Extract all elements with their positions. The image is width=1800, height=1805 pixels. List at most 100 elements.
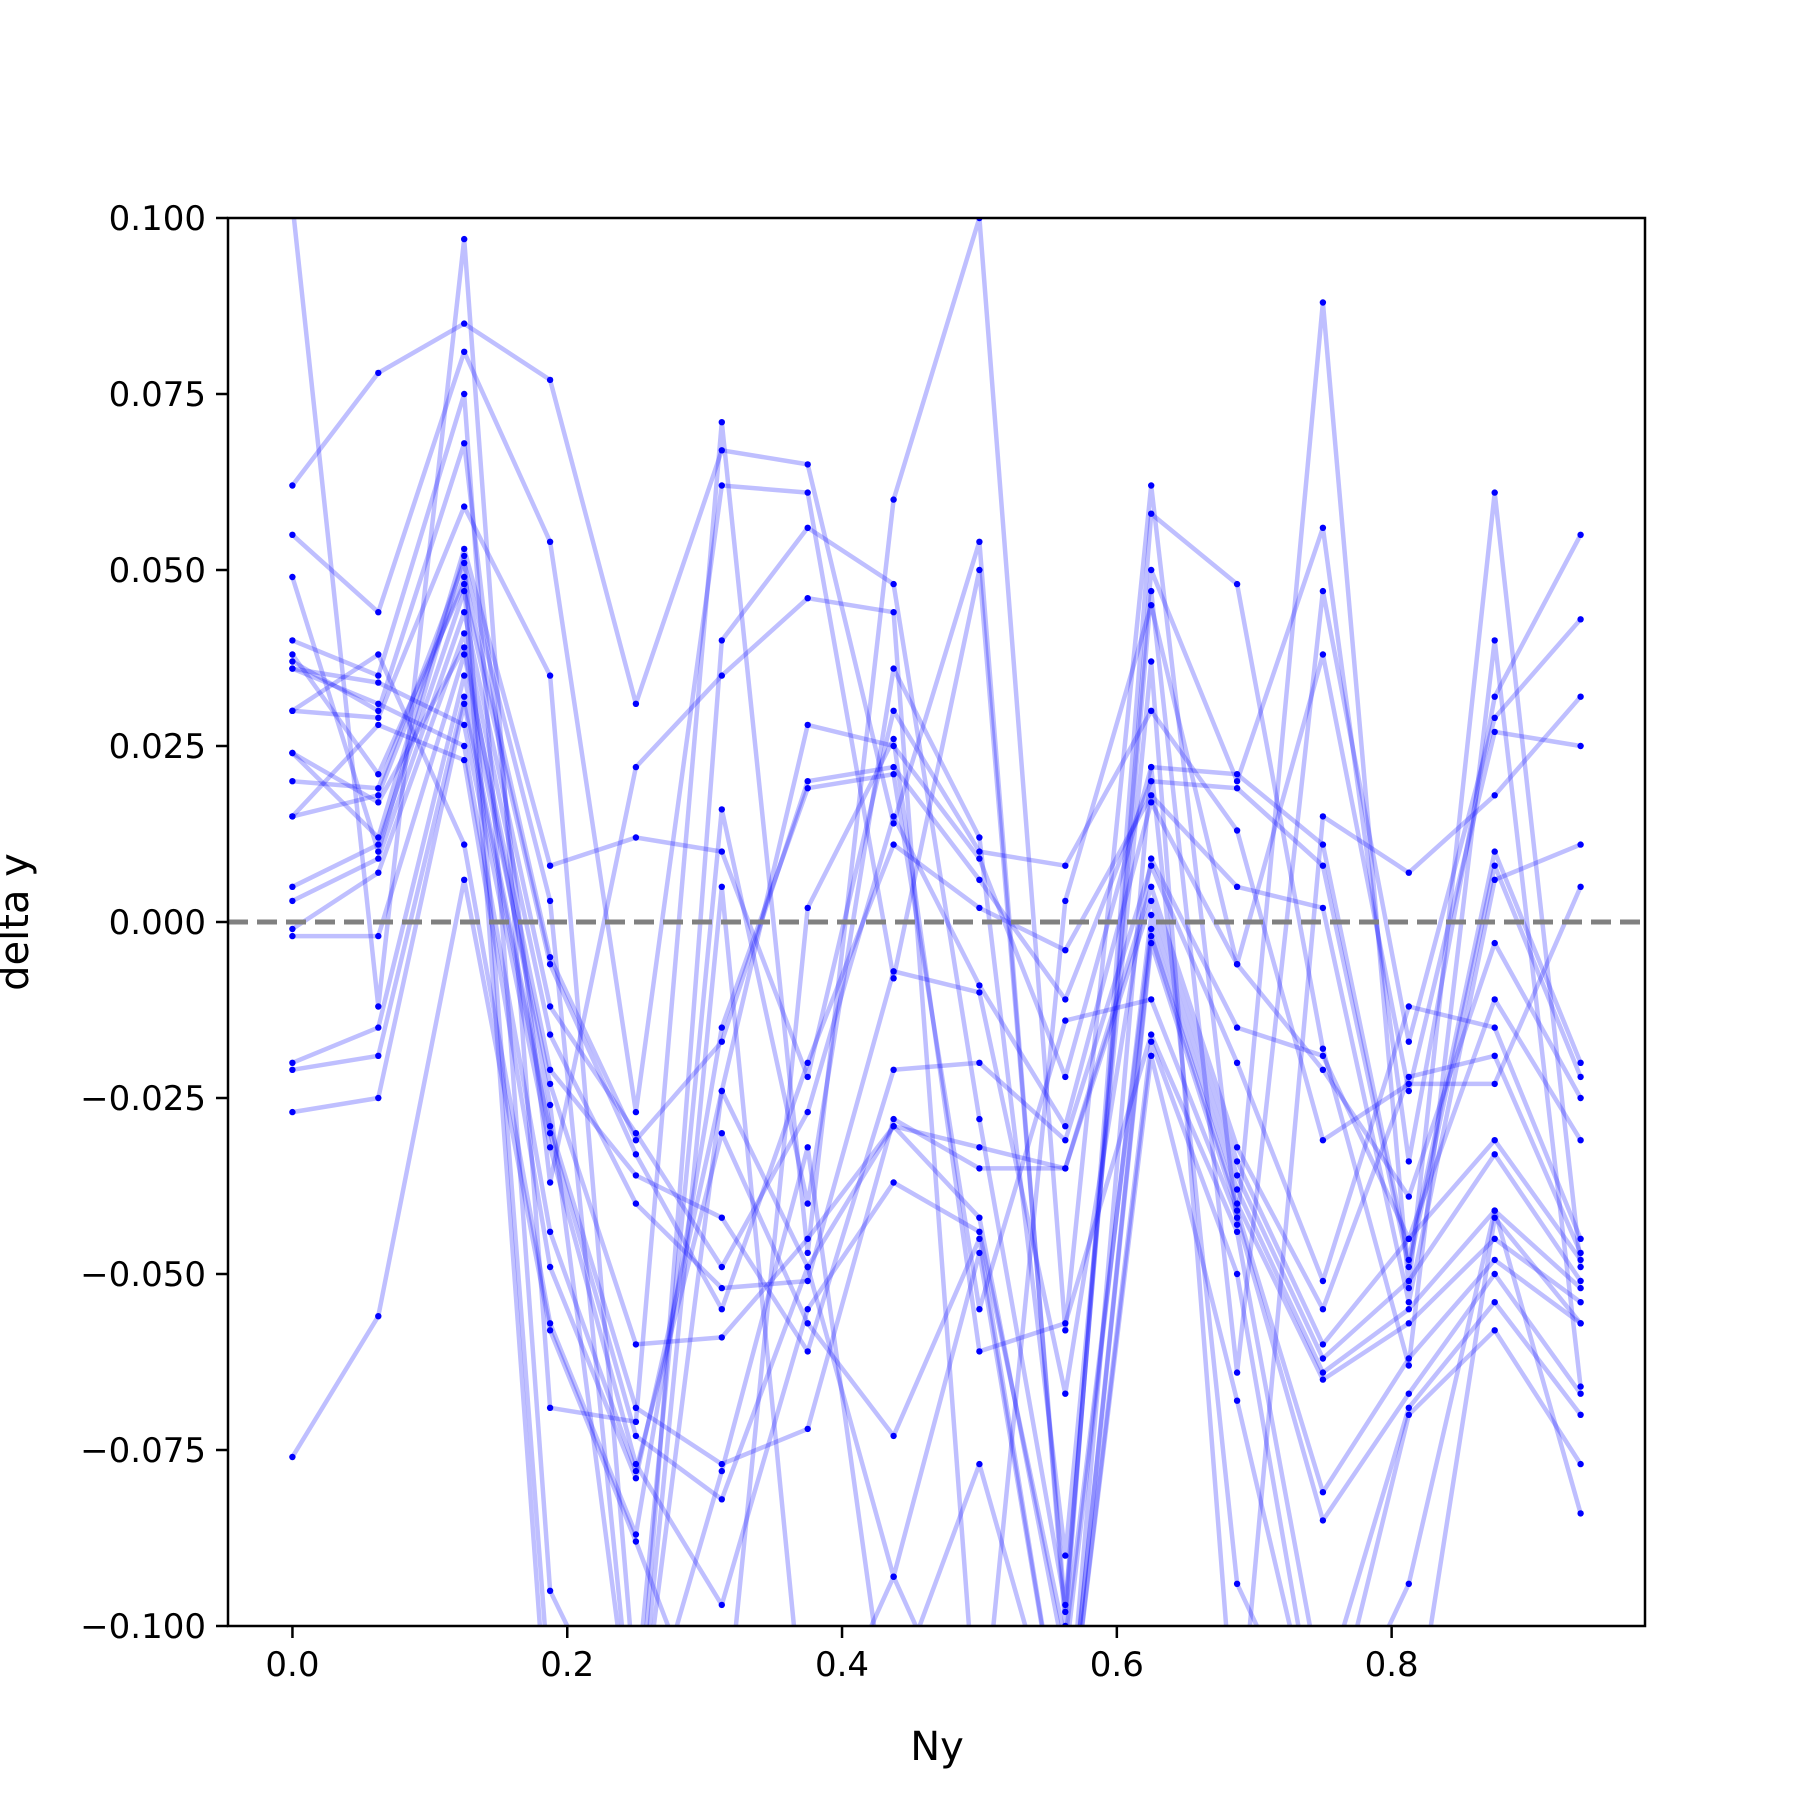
data-point (1405, 1038, 1413, 1045)
data-point (1577, 1411, 1584, 1419)
data-point (461, 721, 468, 729)
data-point (1148, 939, 1155, 947)
data-point (1233, 961, 1241, 968)
data-point (289, 665, 296, 672)
data-point (1577, 841, 1584, 848)
data-point (461, 742, 468, 750)
data-point (1233, 1186, 1241, 1193)
data-point (1233, 1144, 1241, 1151)
data-point (1062, 1637, 1068, 1643)
data-point (1319, 1341, 1327, 1348)
data-point (1405, 1263, 1413, 1271)
series-line-0 (291, 218, 1583, 1425)
series-line-2 (290, 349, 1583, 1615)
data-point (804, 1263, 811, 1271)
y-tick-label: 0.000 (109, 903, 206, 943)
data-point (976, 1764, 982, 1770)
data-point (633, 1693, 639, 1699)
data-point (375, 834, 382, 841)
data-point (546, 1130, 554, 1137)
data-point (976, 1059, 983, 1067)
data-point (1319, 1355, 1327, 1362)
data-point (546, 672, 554, 679)
y-axis-label: delta y (0, 853, 38, 991)
data-point (375, 869, 382, 876)
data-point (461, 503, 468, 510)
data-point (632, 1460, 640, 1468)
data-point (1148, 925, 1155, 933)
data-point (1233, 1158, 1241, 1165)
data-point (1062, 1764, 1068, 1770)
data-point (375, 855, 382, 862)
data-point (289, 897, 296, 905)
data-point (1577, 1299, 1584, 1306)
data-point (890, 771, 897, 778)
data-point (461, 440, 468, 447)
data-point (1491, 848, 1498, 855)
data-point (375, 1094, 382, 1102)
data-point (1148, 707, 1155, 714)
data-point (1405, 1277, 1413, 1285)
data-point (1148, 862, 1155, 869)
data-point (1405, 1306, 1413, 1313)
data-point (1577, 1073, 1584, 1081)
data-point (1148, 778, 1155, 785)
data-point (546, 1066, 554, 1074)
data-point (890, 742, 897, 750)
series-line-13 (291, 673, 1583, 1347)
data-point (632, 1475, 640, 1482)
data-point (1062, 1764, 1068, 1770)
data-point (546, 1144, 554, 1151)
data-point (1491, 489, 1498, 496)
data-point (718, 482, 725, 489)
data-point (1491, 728, 1498, 736)
data-point (1148, 763, 1155, 771)
data-point (1233, 1059, 1241, 1067)
data-point (375, 721, 382, 729)
data-point (718, 1284, 725, 1292)
x-tick-label: 0.6 (1090, 1645, 1144, 1685)
data-point (890, 1179, 897, 1186)
data-point (546, 1179, 554, 1186)
y-tick-label: −0.025 (80, 1079, 206, 1119)
data-point (804, 1235, 811, 1243)
data-point (804, 1073, 811, 1081)
data-point (461, 756, 468, 764)
series-line-14 (292, 694, 1583, 1467)
data-point (1148, 792, 1155, 799)
data-point (718, 1496, 725, 1503)
series-line-20 (290, 736, 1583, 1626)
data-point (1491, 1214, 1498, 1221)
data-point (1062, 1017, 1069, 1024)
series-line-15 (292, 701, 1583, 1626)
data-point (1062, 862, 1069, 869)
data-point (976, 1144, 983, 1151)
data-point (1491, 996, 1498, 1003)
data-point (718, 1306, 725, 1313)
data-point (461, 651, 468, 658)
data-point (1491, 637, 1498, 644)
data-point (804, 1059, 811, 1067)
data-point (1319, 299, 1327, 306)
axis-ticks: 0.0 0.2 0.4 0.6 0.8 −0.100 −0.075 −0.050 −0.025 0… (80, 199, 1419, 1685)
data-point (804, 1108, 811, 1116)
data-point (890, 580, 897, 588)
data-point (633, 1764, 639, 1770)
data-point (1491, 714, 1498, 721)
data-point (1233, 1580, 1241, 1588)
data-point (632, 1418, 640, 1426)
data-point (1320, 1693, 1326, 1699)
data-point (1233, 883, 1241, 890)
data-point (718, 848, 725, 855)
data-point (1319, 1369, 1327, 1376)
data-point (375, 771, 382, 778)
data-point (1062, 1764, 1068, 1770)
data-point (375, 707, 382, 714)
data-point (1062, 1764, 1068, 1770)
data-point (1491, 1270, 1498, 1278)
data-point (718, 1334, 725, 1341)
data-point (1405, 1404, 1413, 1412)
data-point (1148, 1052, 1155, 1060)
data-point (633, 1764, 639, 1770)
